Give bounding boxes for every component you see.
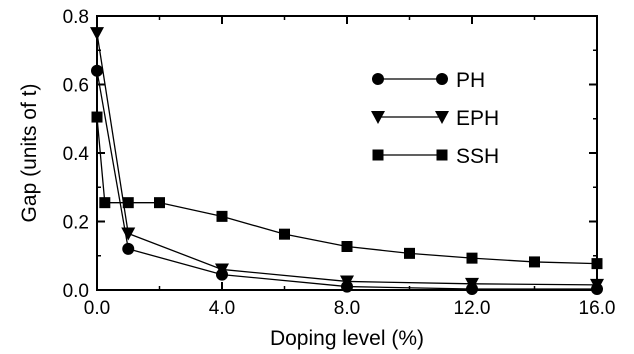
legend-marker-ph [436, 73, 448, 85]
point-ssh [99, 197, 111, 209]
point-ssh [279, 228, 290, 240]
series-markers [90, 27, 604, 295]
point-ssh [341, 241, 353, 253]
point-ssh [591, 258, 603, 270]
point-eph [121, 227, 136, 241]
axis-ticks: 0.0 4.0 8.0 12.0 16.0 0.0 0.2 0.4 0.6 0.8 [63, 7, 616, 319]
point-ssh [154, 197, 165, 209]
x-tick-label: 0.0 [84, 298, 110, 319]
y-tick-label: 0.8 [63, 7, 89, 28]
y-tick-label: 0.6 [63, 76, 89, 97]
y-tick-label: 0.4 [63, 144, 90, 165]
legend-marker-eph [371, 111, 385, 124]
legend: PH EPH SSH [371, 69, 499, 168]
legend-label-ph: PH [456, 69, 485, 92]
x-tick-label: 16.0 [579, 298, 616, 319]
legend-marker-eph [435, 111, 449, 124]
legend-marker-ssh [372, 149, 384, 161]
point-ssh [404, 247, 415, 259]
legend-marker-ph [372, 73, 384, 85]
legend-marker-ssh [436, 149, 448, 161]
legend-label-eph: EPH [456, 107, 499, 130]
x-tick-label: 4.0 [209, 298, 235, 319]
x-tick-label: 12.0 [454, 298, 491, 319]
point-ph [91, 64, 103, 77]
point-ssh [216, 210, 228, 222]
point-ssh [91, 111, 103, 123]
series-line-ph [96, 70, 597, 290]
legend-label-ssh: SSH [456, 145, 499, 168]
y-axis-title: Gap (units of t) [18, 84, 41, 223]
x-axis-title: Doping level (%) [270, 327, 424, 350]
point-eph [215, 263, 229, 277]
y-tick-label: 0.0 [63, 281, 89, 302]
point-ssh [529, 256, 540, 268]
y-tick-label: 0.2 [63, 213, 89, 234]
point-ssh [122, 197, 134, 209]
point-eph [590, 278, 604, 292]
point-eph [90, 27, 104, 41]
x-tick-label: 8.0 [334, 298, 360, 319]
point-ph [122, 242, 135, 255]
point-ssh [466, 252, 478, 264]
point-eph [340, 275, 354, 289]
point-eph [465, 277, 479, 291]
